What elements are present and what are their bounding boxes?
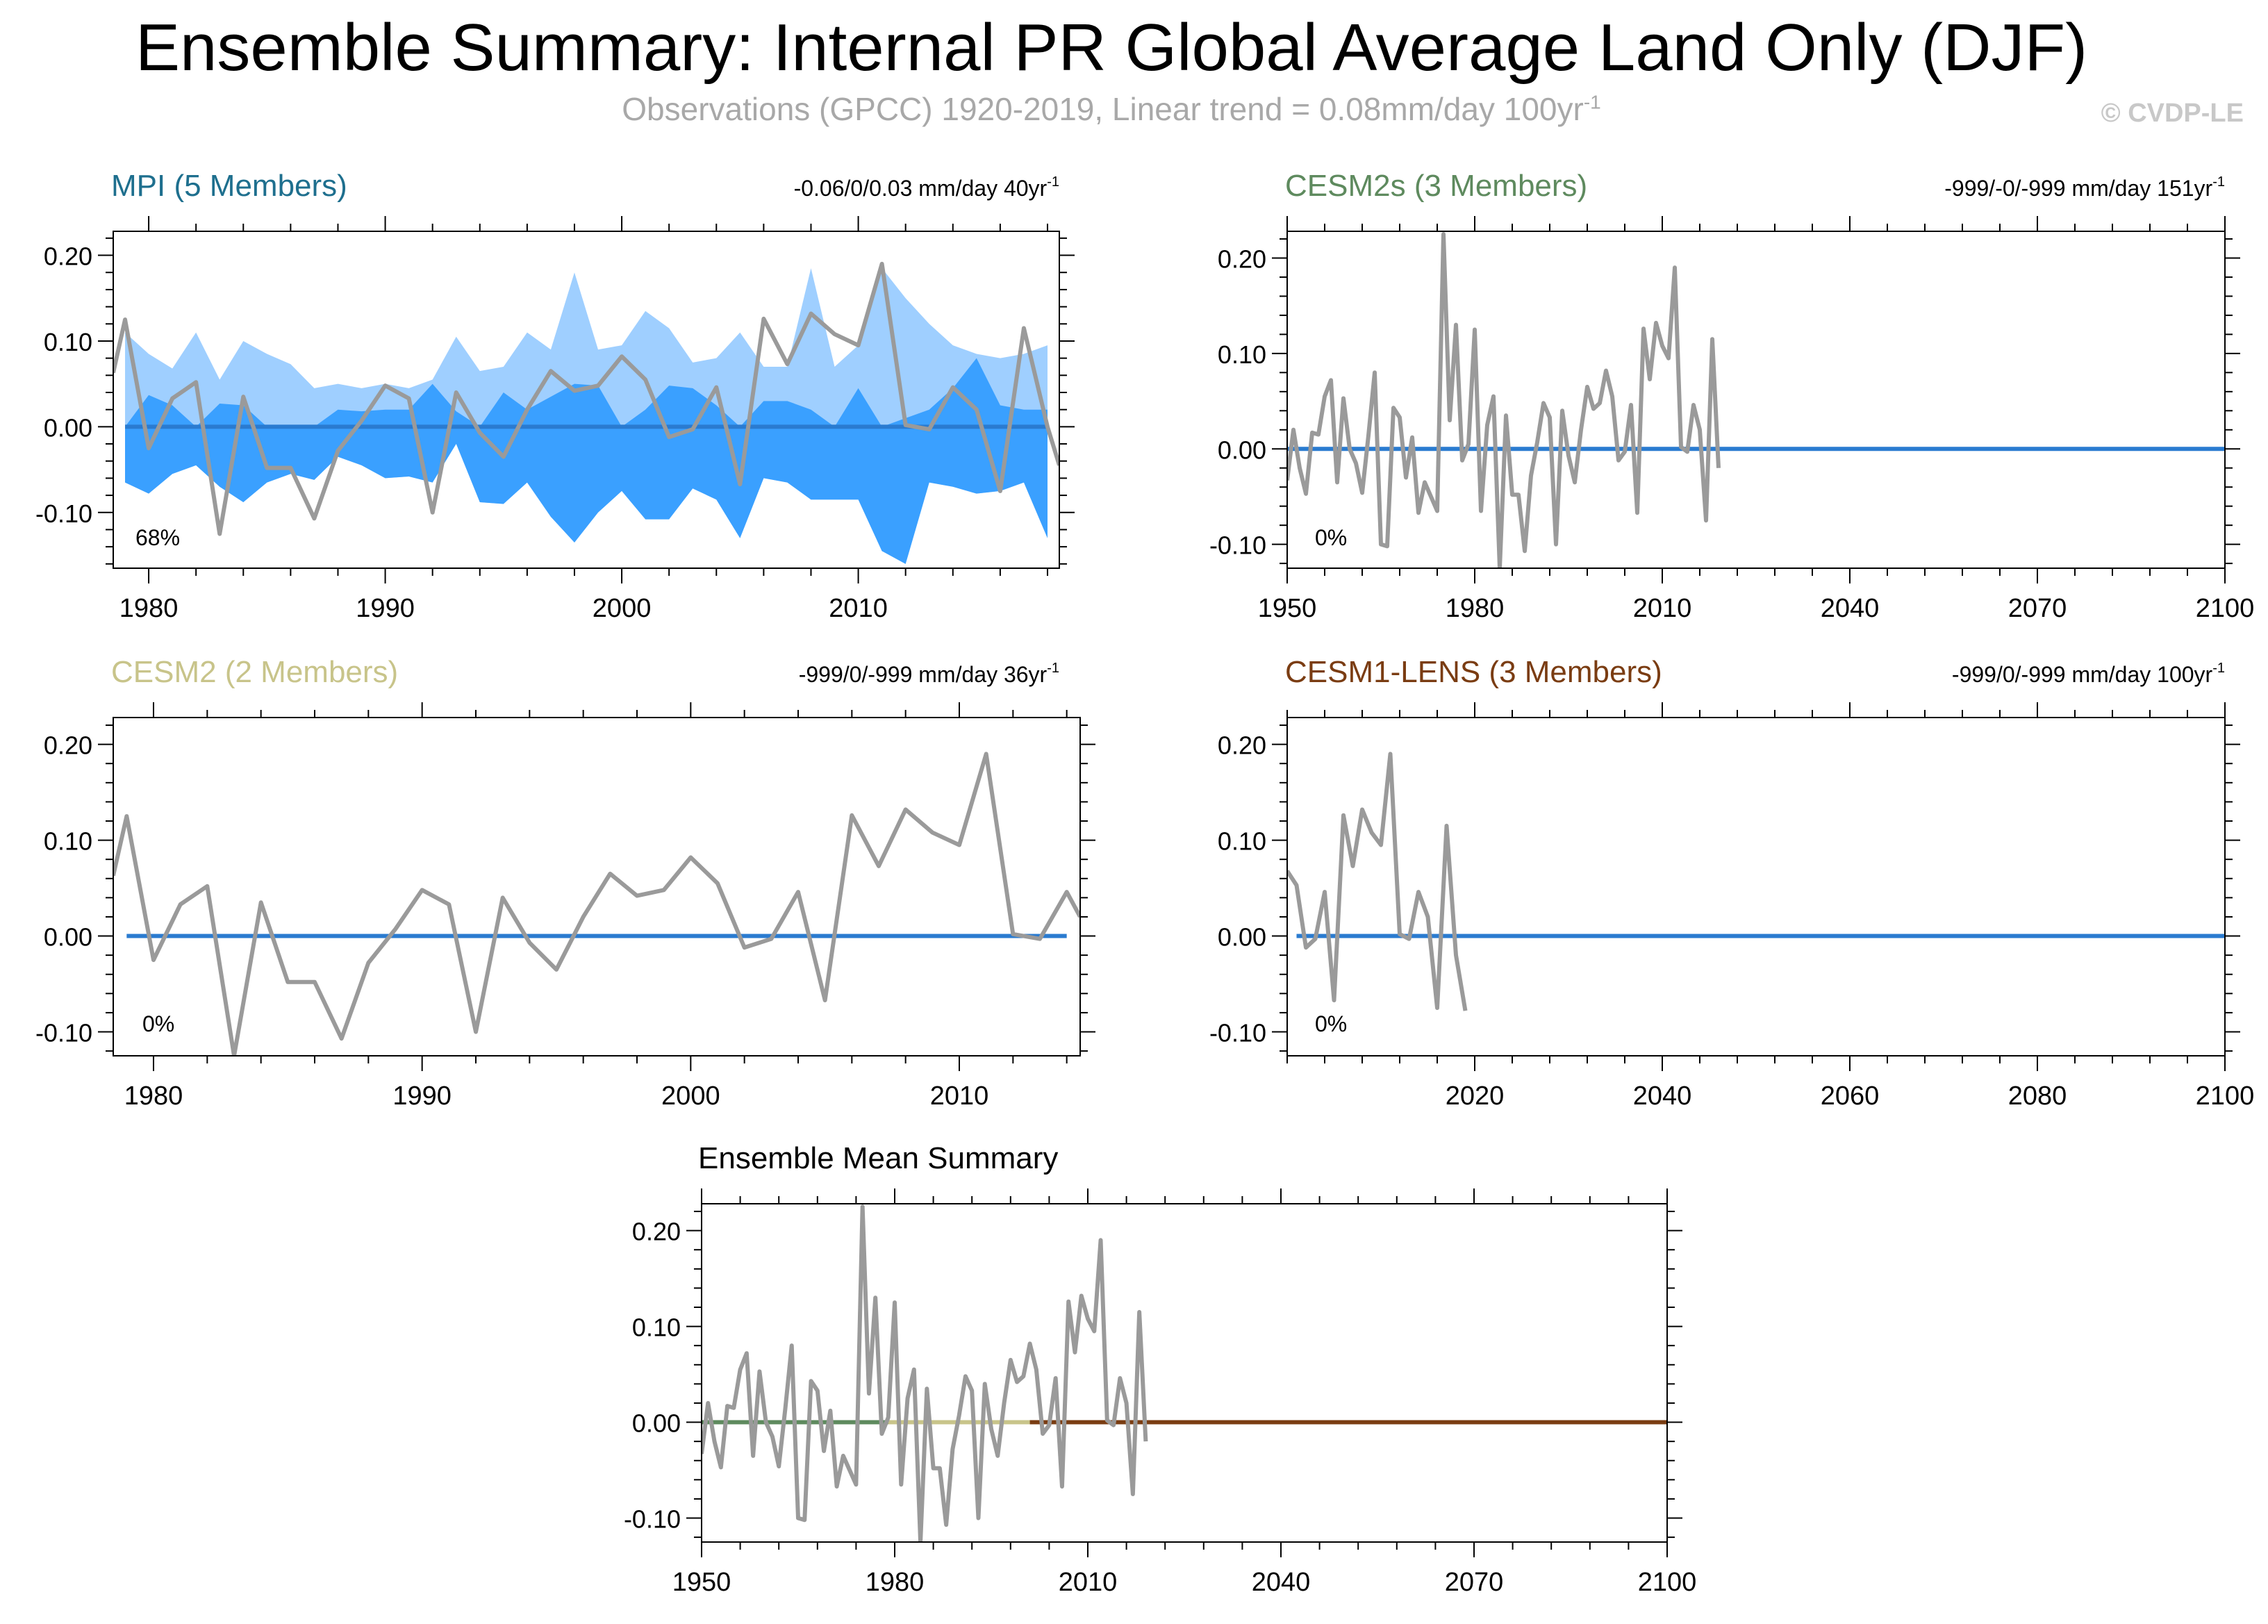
plot-frame: [113, 717, 1081, 1057]
percent-label: 0%: [1315, 525, 1347, 550]
x-tick-label: 2060: [1821, 1082, 1880, 1111]
chart-title: Ensemble Mean Summary: [698, 1141, 1058, 1175]
x-tick-label: 2010: [930, 1082, 989, 1111]
trend-label: -999/-0/-999 mm/day 151yr-1: [1944, 174, 2225, 201]
chart-title: CESM2 (2 Members): [111, 655, 398, 689]
y-tick-label: -0.10: [35, 499, 92, 528]
y-tick-label: 0.00: [44, 413, 92, 442]
y-tick-label: -0.10: [1209, 1019, 1266, 1047]
percent-label: 0%: [142, 1011, 174, 1036]
figure-title: Ensemble Summary: Internal PR Global Ave…: [135, 10, 2088, 85]
plot-area-cesm2s: [1287, 232, 2225, 568]
plot-area-cesm2: [113, 752, 1080, 1056]
subtitle-text: Observations (GPCC) 1920-2019, Linear tr…: [622, 91, 1584, 127]
x-tick-label: 1950: [672, 1568, 731, 1597]
x-tick-label: 2040: [1633, 1082, 1692, 1111]
trend-label: -999/0/-999 mm/day 36yr-1: [799, 661, 1059, 687]
plot-frame: [1286, 231, 2226, 569]
y-tick-label: 0.10: [44, 827, 92, 856]
y-tick-label: -0.10: [1209, 531, 1266, 560]
observations-line: [113, 261, 1059, 536]
y-tick-label: 0.20: [1218, 731, 1266, 760]
observations-line: [1287, 752, 1468, 1011]
chart-cesm1: 0.20 0.10 0.00 -0.10 2020 2040 2060 2080 2100 CES…: [1209, 655, 2254, 1111]
x-tick-label: 2100: [1638, 1568, 1697, 1597]
y-tick-label: 0.20: [632, 1218, 681, 1246]
x-tick-label: 1980: [866, 1568, 925, 1597]
chart-ensmean: 0.20 0.10 0.00 -0.10 1950 1980 2010 2040 2070 210…: [624, 1141, 1696, 1597]
plot-area-ensmean: [702, 1204, 1667, 1542]
chart-title: CESM2s (3 Members): [1285, 169, 1587, 203]
y-tick-label: 0.10: [1218, 340, 1266, 369]
x-tick-label: 2010: [1059, 1568, 1118, 1597]
y-tick-label: 0.00: [1218, 923, 1266, 952]
x-tick-label: 1980: [124, 1082, 183, 1111]
credit-label: © CVDP-LE: [2101, 99, 2244, 128]
spread-band-inner: [125, 358, 1048, 564]
y-tick-label: 0.00: [44, 923, 92, 952]
y-tick-label: -0.10: [35, 1019, 92, 1047]
percent-label: 68%: [135, 525, 180, 550]
chart-title: MPI (5 Members): [111, 169, 347, 203]
plot-frame: [701, 1203, 1668, 1543]
plot-frame: [113, 231, 1060, 569]
y-tick-label: 0.10: [632, 1314, 681, 1342]
x-tick-label: 2070: [2008, 594, 2067, 623]
x-tick-label: 2100: [2196, 594, 2255, 623]
percent-label: 0%: [1315, 1011, 1347, 1036]
plot-frame: [1286, 717, 2226, 1057]
x-tick-label: 2040: [1821, 594, 1880, 623]
chart-title: CESM1-LENS (3 Members): [1285, 655, 1662, 689]
plot-area-mpi: [113, 261, 1059, 564]
y-tick-label: 0.20: [44, 242, 92, 271]
y-tick-label: 0.10: [44, 328, 92, 356]
figure-subtitle: Observations (GPCC) 1920-2019, Linear tr…: [0, 90, 2223, 128]
observations-line: [113, 752, 1080, 1056]
x-tick-label: 2100: [2196, 1082, 2255, 1111]
chart-mpi: 0.20 0.10 0.00 -0.10 1980 1990 2000 2010 MPI (5 …: [35, 169, 1075, 623]
x-tick-label: 2040: [1252, 1568, 1311, 1597]
trend-label: -999/0/-999 mm/day 100yr-1: [1952, 661, 2225, 687]
chart-cesm2: 0.20 0.10 0.00 -0.10 1980 1990 2000 2010 CESM2 (…: [35, 655, 1095, 1111]
y-tick-label: 0.20: [44, 731, 92, 760]
subtitle-superscript: -1: [1583, 91, 1601, 113]
chart-cesm2s: 0.20 0.10 0.00 -0.10 1950 1980 2010 2040 2070 210…: [1209, 169, 2254, 623]
plot-area-cesm1: [1287, 752, 2225, 1011]
x-tick-label: 1990: [356, 594, 415, 623]
y-tick-label: 0.00: [632, 1409, 681, 1438]
x-tick-label: 2000: [593, 594, 652, 623]
observations-line: [1287, 232, 1721, 568]
x-tick-label: 2000: [661, 1082, 720, 1111]
x-tick-label: 1980: [1446, 594, 1505, 623]
y-tick-label: 0.00: [1218, 436, 1266, 464]
trend-label: -0.06/0/0.03 mm/day 40yr-1: [794, 174, 1059, 201]
x-tick-label: 2020: [1446, 1082, 1505, 1111]
x-tick-label: 1950: [1258, 594, 1317, 623]
x-tick-label: 2010: [829, 594, 888, 623]
x-tick-label: 2080: [2008, 1082, 2067, 1111]
y-tick-label: 0.20: [1218, 245, 1266, 273]
y-tick-label: -0.10: [624, 1505, 681, 1534]
y-tick-label: 0.10: [1218, 827, 1266, 856]
x-tick-label: 2010: [1633, 594, 1692, 623]
x-tick-label: 2070: [1445, 1568, 1504, 1597]
x-tick-label: 1980: [119, 594, 179, 623]
x-tick-label: 1990: [392, 1082, 452, 1111]
observations-line: [702, 1204, 1148, 1542]
